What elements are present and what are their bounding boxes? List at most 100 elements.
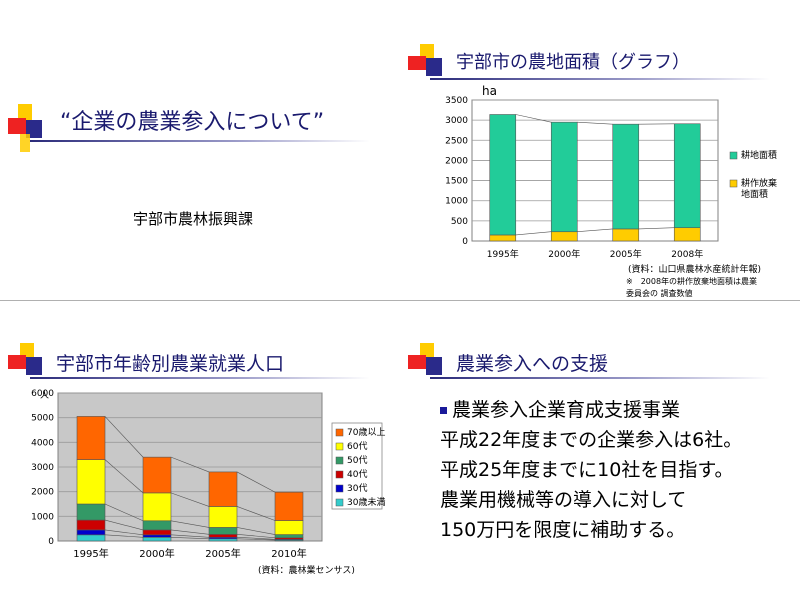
workforce-series-line	[236, 527, 276, 535]
workforce-series-line	[104, 459, 144, 494]
workforce-series-line	[104, 534, 144, 538]
workforce-y-tick-label: 1000	[31, 512, 54, 522]
workforce-bar-segment	[76, 519, 106, 531]
workforce-legend-box	[331, 422, 383, 510]
workforce-series-line	[236, 506, 276, 521]
farmland-bar-segment	[673, 227, 701, 242]
workforce-bar-segment	[208, 506, 238, 528]
workforce-series-line	[170, 534, 210, 538]
farmland-bar-segment	[612, 228, 640, 242]
support-bullet-text: 農業参入企業育成支援事業	[452, 399, 681, 421]
support-slide: 農業参入への支援 農業参入企業育成支援事業 平成22年度までの企業参入は6社。 …	[400, 301, 800, 600]
farmland-legend-label: 耕地面積	[741, 149, 777, 161]
title-slide-heading: “企業の農業参入について”	[60, 110, 325, 135]
farmland-bar-segment	[612, 123, 640, 230]
farmland-slide: 宇部市の農地面積（グラフ） 0 500 1000 1500 2000 2500 3000 35…	[400, 0, 800, 300]
workforce-source: (資料：農林業センサス)	[258, 566, 355, 576]
farmland-bar-segment	[489, 234, 517, 242]
workforce-bar-segment	[142, 529, 172, 536]
workforce-title: 宇部市年齢別農業就業人口	[56, 353, 285, 375]
workforce-bar-segment	[208, 527, 238, 535]
farmland-series-line	[638, 227, 675, 230]
workforce-bar-segment	[142, 520, 172, 531]
farmland-bar-segment	[489, 114, 517, 236]
farmland-x-tick-label: 2005年	[610, 248, 642, 260]
farmland-x-tick-label: 2000年	[548, 248, 580, 260]
farmland-y-tick-label: 1500	[445, 177, 468, 187]
farmland-x-tick-label: 1995年	[487, 248, 519, 260]
department-name: 宇部市農林振興課	[133, 210, 254, 228]
farmland-bar-segment	[550, 121, 578, 233]
workforce-legend-label: 50代	[347, 455, 367, 466]
workforce-series-line	[236, 537, 276, 540]
workforce-y-unit-label: 人	[40, 390, 49, 401]
farmland-y-unit-label: ha	[482, 84, 497, 98]
farmland-series-line	[577, 228, 613, 233]
workforce-legend-label: 70歳以上	[347, 426, 385, 438]
slide-deco-icon	[408, 343, 448, 391]
workforce-series-line	[170, 456, 210, 473]
workforce-series-line	[170, 492, 210, 507]
farmland-x-tick-label: 2008年	[671, 248, 703, 260]
workforce-legend-label: 30代	[347, 483, 367, 494]
support-line3: 農業用機械等の導入に対して	[440, 489, 687, 511]
farmland-legend-label: 耕作放棄	[741, 177, 777, 189]
farmland-y-tick-label: 2500	[445, 136, 468, 146]
farmland-y-tick-label: 2000	[445, 156, 468, 166]
farmland-legend-swatch	[729, 179, 738, 188]
workforce-legend-label: 60代	[347, 441, 367, 452]
workforce-y-tick-label: 0	[48, 537, 54, 547]
workforce-title-underline	[30, 377, 370, 379]
farmland-series-line	[577, 121, 613, 125]
support-line2: 平成25年度までに10社を目指す。	[440, 459, 734, 481]
slide-divider	[0, 300, 800, 301]
workforce-legend-swatch	[335, 428, 344, 437]
workforce-y-tick-label: 6000	[31, 389, 54, 399]
workforce-series-line	[104, 503, 144, 522]
farmland-legend-swatch	[729, 151, 738, 160]
workforce-bar-segment	[208, 534, 238, 538]
slide-deco-icon	[8, 104, 48, 156]
slide-deco-icon	[8, 343, 48, 391]
workforce-bar-segment	[208, 538, 238, 542]
workforce-legend-swatch	[335, 442, 344, 451]
workforce-y-tick-label: 4000	[31, 438, 54, 448]
farmland-note-line2: 委員会の 調査数値	[626, 289, 693, 298]
farmland-y-tick-label: 3500	[445, 96, 468, 106]
slide-deco-icon	[408, 44, 448, 92]
workforce-slide: 宇部市年齢別農業就業人口 0 1000 2000 3000 4000 5000 6000 人 1…	[0, 301, 400, 600]
workforce-bar-segment	[274, 491, 304, 521]
workforce-series-line	[104, 529, 144, 536]
support-title-underline	[430, 377, 770, 379]
support-line4: 150万円を限度に補助する。	[440, 519, 686, 541]
workforce-y-tick-label: 3000	[31, 463, 54, 473]
workforce-x-tick-label: 2010年	[271, 547, 306, 560]
farmland-note-line1: ※ 2008年の耕作放棄地面積は農業	[626, 277, 758, 286]
title-slide: “企業の農業参入について” 宇部市農林振興課	[0, 0, 400, 300]
workforce-legend-swatch	[335, 484, 344, 493]
title-underline	[30, 140, 370, 142]
workforce-y-tick-label: 2000	[31, 488, 54, 498]
workforce-bar-segment	[274, 534, 304, 539]
farmland-bar-segment	[550, 231, 578, 242]
workforce-bar-segment	[76, 503, 106, 521]
farmland-y-tick-label: 0	[462, 237, 468, 247]
workforce-series-line	[104, 519, 144, 531]
support-body: 農業参入企業育成支援事業 平成22年度までの企業参入は6社。 平成25年度までに…	[440, 395, 800, 575]
workforce-series-line	[236, 534, 276, 539]
farmland-y-tick-label: 3000	[445, 116, 468, 126]
farmland-legend-label: 地面積	[741, 188, 768, 200]
farmland-title: 宇部市の農地面積（グラフ）	[456, 52, 690, 73]
farmland-series-line	[515, 231, 552, 236]
workforce-legend-label: 40代	[347, 469, 367, 480]
farmland-bar-segment	[673, 123, 701, 229]
farmland-y-tick-label: 500	[451, 217, 468, 227]
farmland-y-tick-label: 1000	[445, 197, 468, 207]
workforce-bar-segment	[76, 416, 106, 460]
workforce-series-line	[104, 416, 144, 458]
workforce-series-line	[236, 471, 276, 493]
workforce-legend-label: 30歳未満	[347, 496, 385, 508]
workforce-bar-segment	[142, 492, 172, 522]
bullet-square-icon	[440, 407, 447, 414]
